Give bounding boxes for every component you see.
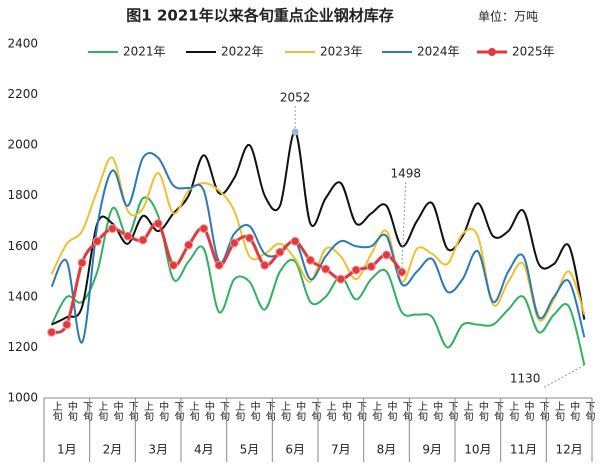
y-tick-label: 2000 — [7, 138, 38, 152]
point-marker — [305, 255, 315, 265]
x-tick-label: 下旬 — [537, 401, 549, 422]
month-label: 5月 — [240, 443, 260, 457]
legend-label: 2021年 — [123, 45, 166, 59]
point-marker — [108, 224, 117, 234]
point-marker — [229, 238, 239, 248]
month-label: 4月 — [194, 443, 214, 457]
legend-label: 2025年 — [512, 45, 555, 59]
x-tick-label: 下旬 — [126, 401, 138, 422]
x-tick-label: 上旬 — [461, 401, 473, 422]
point-marker — [168, 260, 178, 270]
point-marker — [321, 264, 331, 274]
month-label: 7月 — [331, 443, 351, 457]
point-marker — [47, 327, 57, 337]
x-tick-label: 上旬 — [552, 401, 564, 422]
point-marker — [245, 233, 254, 243]
month-label: 9月 — [422, 443, 442, 457]
point-marker — [153, 219, 163, 229]
x-tick-label: 上旬 — [96, 401, 108, 422]
x-tick-label: 上旬 — [507, 401, 519, 422]
month-label: 10月 — [464, 443, 491, 457]
series-line — [51, 130, 586, 326]
highlight-point — [291, 128, 299, 136]
x-tick-label: 中旬 — [385, 400, 397, 422]
point-marker — [138, 235, 148, 245]
x-tick-label: 下旬 — [400, 401, 412, 422]
point-marker — [92, 236, 102, 246]
chart-title: 图1 2021年以来各旬重点企业钢材库存 — [126, 7, 393, 25]
x-tick-label: 中旬 — [202, 400, 214, 422]
month-label: 1月 — [57, 443, 77, 457]
point-marker — [260, 260, 270, 270]
point-marker — [336, 274, 346, 284]
x-tick-label: 中旬 — [248, 400, 260, 422]
x-tick-label: 中旬 — [157, 400, 169, 422]
point-marker — [199, 224, 209, 234]
x-tick-label: 中旬 — [111, 400, 123, 422]
x-tick-label: 上旬 — [370, 401, 382, 422]
x-tick-label: 中旬 — [65, 400, 77, 422]
x-tick-label: 下旬 — [218, 401, 230, 422]
y-tick-label: 1600 — [7, 239, 38, 253]
annotation-leader — [544, 364, 585, 388]
legend-label: 2023年 — [320, 45, 363, 59]
x-tick-label: 下旬 — [583, 401, 595, 422]
y-tick-label: 2400 — [7, 37, 38, 51]
x-tick-label: 中旬 — [568, 400, 580, 422]
y-tick-label: 2200 — [7, 87, 38, 101]
x-tick-label: 中旬 — [431, 400, 443, 422]
legend-label: 2024年 — [417, 45, 460, 59]
y-tick-label: 1000 — [7, 391, 38, 405]
month-label: 11月 — [510, 443, 537, 457]
month-label: 3月 — [148, 443, 168, 457]
unit-label: 单位：万吨 — [478, 9, 538, 24]
point-marker — [62, 320, 72, 330]
x-tick-label: 中旬 — [339, 400, 351, 422]
x-tick-label: 中旬 — [476, 400, 488, 422]
y-tick-label: 1400 — [7, 289, 38, 303]
x-tick-label: 下旬 — [309, 401, 321, 422]
point-marker — [351, 265, 361, 275]
month-label: 8月 — [377, 443, 397, 457]
data-label: 1498 — [390, 167, 421, 181]
data-label: 1130 — [510, 372, 541, 386]
x-tick-label: 上旬 — [278, 401, 290, 422]
legend-marker — [488, 48, 496, 56]
month-label: 12月 — [556, 443, 583, 457]
annotation-leader — [401, 182, 407, 273]
x-tick-label: 上旬 — [141, 401, 153, 422]
x-tick-label: 中旬 — [294, 400, 306, 422]
month-label: 2月 — [103, 443, 123, 457]
y-tick-label: 1800 — [7, 188, 38, 202]
point-marker — [275, 247, 285, 257]
x-tick-label: 上旬 — [187, 401, 199, 422]
x-tick-label: 上旬 — [324, 401, 336, 422]
x-tick-label: 下旬 — [446, 401, 458, 422]
x-tick-label: 上旬 — [233, 401, 245, 422]
legend-label: 2022年 — [221, 45, 264, 59]
y-tick-label: 1200 — [7, 340, 38, 354]
series-line — [50, 156, 586, 322]
x-tick-label: 下旬 — [172, 401, 184, 422]
x-tick-label: 下旬 — [263, 401, 275, 422]
point-marker — [123, 231, 133, 241]
x-tick-label: 下旬 — [355, 401, 367, 422]
data-label: 2052 — [280, 90, 311, 104]
series-line — [50, 196, 586, 366]
series-line — [50, 152, 586, 344]
point-marker — [77, 258, 87, 268]
point-marker — [366, 262, 376, 272]
point-marker — [382, 250, 391, 260]
x-tick-label: 下旬 — [492, 401, 504, 422]
point-marker — [184, 240, 194, 250]
x-tick-label: 上旬 — [50, 401, 62, 422]
point-marker — [214, 260, 224, 270]
x-tick-label: 中旬 — [522, 400, 534, 422]
point-marker — [290, 236, 300, 246]
month-label: 6月 — [285, 443, 305, 457]
x-tick-label: 上旬 — [415, 401, 427, 422]
x-tick-label: 下旬 — [81, 401, 93, 422]
